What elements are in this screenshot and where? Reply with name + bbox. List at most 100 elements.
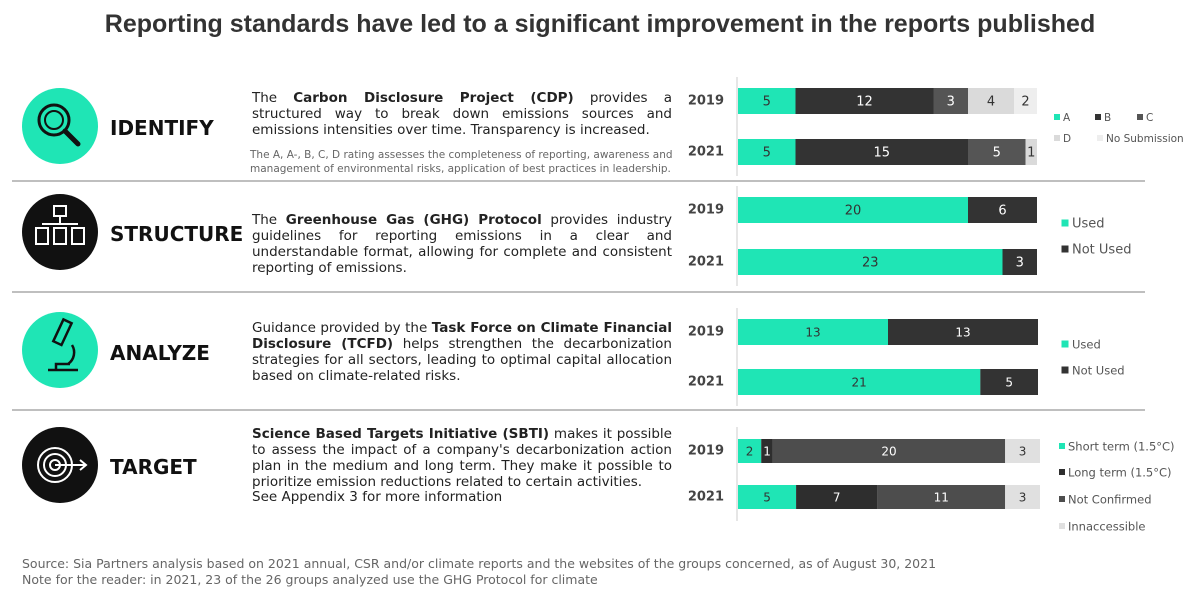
category-label: 2019: [688, 94, 724, 109]
section-label: ANALYZE: [110, 341, 210, 365]
bar-segment: [772, 439, 1006, 463]
legend-label: Innaccessible: [1068, 520, 1146, 534]
section-label: STRUCTURE: [110, 222, 244, 246]
legend-label: Used: [1072, 217, 1105, 232]
section-label: IDENTIFY: [110, 116, 214, 140]
icon-identify: [22, 88, 98, 164]
value-label: 5: [1005, 376, 1013, 390]
legend-swatch: [1054, 114, 1060, 120]
text-run: Science Based Targets Initiative (SBTI): [252, 426, 550, 442]
legend-label: C: [1146, 112, 1153, 124]
legend-label: D: [1063, 133, 1071, 145]
category-label: 2019: [688, 325, 724, 340]
section-label: TARGET: [110, 455, 197, 479]
category-label: 2021: [688, 490, 724, 505]
bar-segment: [738, 369, 981, 395]
legend-swatch: [1059, 523, 1065, 529]
legend-swatch: [1061, 340, 1069, 348]
legend-label: Long term (1.5°C): [1068, 466, 1172, 480]
bar-segment: [968, 139, 1026, 165]
legend-label: Short term (1.5°C): [1068, 440, 1175, 454]
legend-label: B: [1104, 112, 1111, 124]
legend-label: Used: [1072, 338, 1101, 352]
text-run: Task Force on Climate Financial Disclosu…: [252, 320, 672, 352]
icon-target: [22, 427, 98, 503]
value-label: 20: [881, 445, 896, 459]
section-text: The Carbon Disclosure Project (CDP) prov…: [252, 90, 672, 138]
bar-segment: [795, 88, 934, 114]
value-label: 21: [852, 376, 867, 390]
bar-segment: [738, 249, 1003, 275]
title: Reporting standards have led to a signif…: [104, 10, 1096, 38]
text-run: Guidance provided by the: [252, 320, 432, 336]
text-run: helps strengthen the decarbonization str…: [252, 336, 672, 384]
section-text: Science Based Targets Initiative (SBTI) …: [252, 426, 672, 490]
bar-segment: [1014, 88, 1037, 114]
value-label: 13: [955, 326, 970, 340]
legend-label: Not Confirmed: [1068, 493, 1152, 507]
value-label: 5: [763, 146, 771, 161]
section-text: The Greenhouse Gas (GHG) Protocol provid…: [252, 212, 672, 276]
bar-segment: [738, 88, 796, 114]
bar-segment: [795, 139, 968, 165]
bar-segment: [796, 485, 878, 509]
icon-structure: [22, 194, 98, 270]
bar-segment: [738, 439, 762, 463]
bar-segment: [761, 439, 773, 463]
text-run: provides industry guidelines for reporti…: [252, 212, 672, 276]
separators: [12, 180, 1145, 411]
bar-segment: [877, 485, 1006, 509]
legend-swatch: [1097, 135, 1103, 141]
legend-swatch: [1059, 443, 1065, 449]
value-label: 20: [845, 204, 862, 219]
category-label: 2021: [688, 255, 724, 270]
value-label: 7: [833, 491, 841, 505]
legend-swatch: [1061, 245, 1069, 253]
legend-label: Not Used: [1072, 364, 1125, 378]
legend-swatch: [1059, 469, 1065, 475]
section-text: Guidance provided by the Task Force on C…: [252, 320, 672, 384]
category-label: 2019: [688, 203, 724, 218]
text-run: The: [252, 90, 294, 106]
bar-segment: [1025, 139, 1037, 165]
value-label: 1: [763, 445, 771, 459]
value-label: 13: [805, 326, 820, 340]
value-label: 2: [1021, 95, 1029, 110]
bar-segment: [738, 197, 968, 223]
bar-segment: [738, 485, 797, 509]
footnote: Source: Sia Partners analysis based on 2…: [22, 556, 937, 571]
text-run: Greenhouse Gas (GHG) Protocol: [285, 212, 542, 228]
value-label: 3: [1016, 256, 1024, 271]
category-label: 2019: [688, 444, 724, 459]
value-label: 5: [993, 146, 1001, 161]
legend-label: Not Used: [1072, 243, 1131, 258]
bar-segment: [888, 319, 1038, 345]
value-label: 3: [1019, 445, 1027, 459]
text-run: Carbon Disclosure Project (CDP): [293, 90, 574, 106]
text-run: makes it possible to assess the impact o…: [252, 426, 672, 490]
legend-swatch: [1059, 496, 1065, 502]
legend-swatch: [1061, 366, 1069, 374]
value-label: 3: [947, 95, 955, 110]
text-run: The: [252, 212, 286, 228]
category-label: 2021: [688, 145, 724, 160]
value-label: 5: [763, 491, 771, 505]
value-label: 23: [862, 256, 879, 271]
text-run: provides a structured way to break down …: [252, 90, 672, 138]
value-label: 1: [1027, 146, 1035, 161]
legend-label: No Submission: [1106, 133, 1184, 145]
legend-label: A: [1063, 112, 1071, 124]
bar-segment: [1005, 439, 1040, 463]
bar-segment: [738, 139, 796, 165]
bar-segment: [1002, 249, 1037, 275]
legend-swatch: [1061, 219, 1069, 227]
bar-segment: [968, 88, 1014, 114]
value-label: 2: [746, 445, 754, 459]
footnote: Note for the reader: in 2021, 23 of the …: [22, 572, 598, 587]
value-label: 11: [934, 491, 949, 505]
bar-segment: [980, 369, 1038, 395]
section-note: See Appendix 3 for more information: [252, 489, 503, 505]
value-label: 12: [856, 95, 873, 110]
